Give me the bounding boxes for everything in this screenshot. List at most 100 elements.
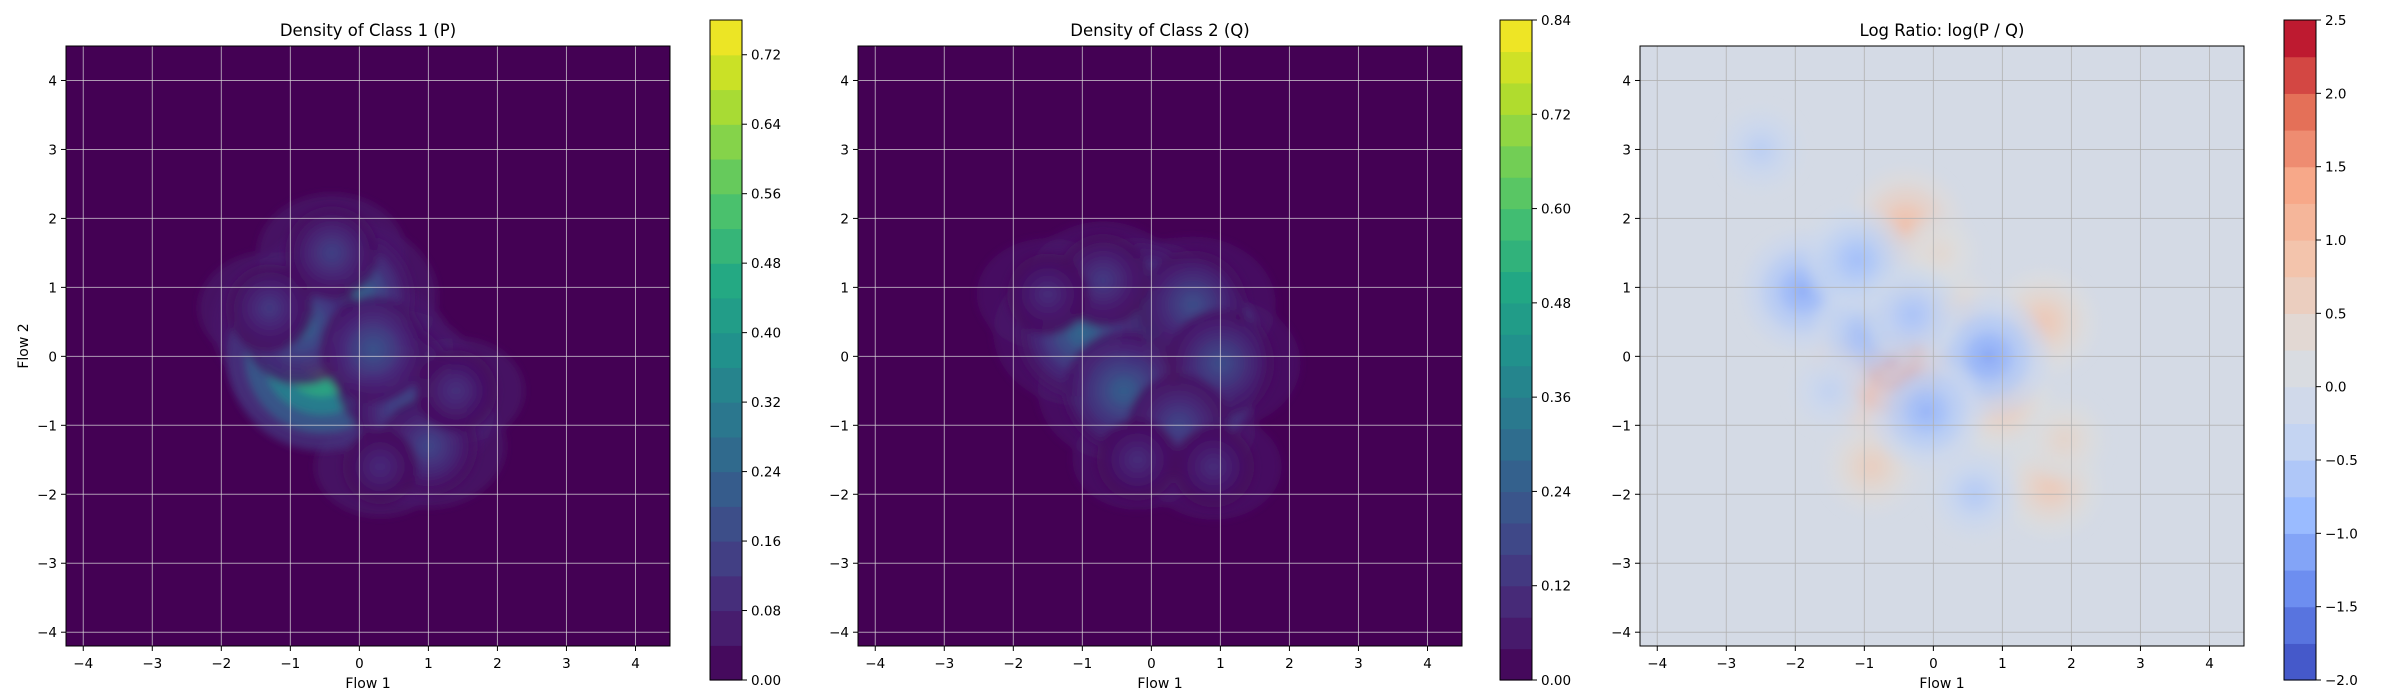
x-tick-label: 3: [1354, 656, 1363, 672]
x-tick-label: −4: [73, 656, 93, 672]
x-tick-label: 2: [493, 656, 502, 672]
y-tick-label: −2: [1611, 487, 1631, 503]
colorbar-level: [2284, 643, 2316, 681]
log-ratio-blob: [1871, 356, 1982, 467]
y-tick-label: 0: [840, 349, 849, 365]
colorbar-level: [2284, 496, 2316, 534]
colorbar-tick-label: 0.5: [2325, 306, 2346, 322]
chart-title: Density of Class 1 (P): [280, 21, 456, 40]
colorbar-tick-label: 0.48: [1541, 296, 1571, 312]
y-tick-label: −2: [37, 487, 57, 503]
colorbar-tick-label: 0.60: [1541, 202, 1571, 218]
log-ratio-blob: [2023, 398, 2106, 480]
density-peak: [1006, 253, 1089, 336]
x-axis-label: Flow 1: [1137, 676, 1182, 692]
y-tick-label: −3: [1611, 556, 1631, 572]
colorbar-level: [710, 228, 742, 264]
plot-frame: [1639, 45, 2245, 647]
colorbar-level: [1500, 82, 1532, 115]
x-tick-label: 3: [562, 656, 571, 672]
x-tick-label: 1: [424, 656, 433, 672]
x-tick-label: 4: [631, 656, 640, 672]
colorbar-tick-label: 0.32: [751, 395, 781, 411]
colorbar-level: [1500, 428, 1532, 461]
y-tick-label: 0: [48, 349, 57, 365]
colorbar-level: [710, 89, 742, 125]
y-tick-label: 1: [840, 280, 849, 296]
x-tick-label: 4: [2205, 656, 2214, 672]
density-peak: [415, 349, 497, 432]
colorbar-tick-label: 0.40: [751, 326, 781, 342]
colorbar-tick-label: 0.16: [751, 534, 781, 550]
colorbar-level: [1500, 334, 1532, 367]
colorbar-level: [2284, 276, 2316, 314]
colorbar-level: [1500, 491, 1532, 524]
colorbar-tick-label: 0.08: [751, 604, 781, 620]
colorbar-level: [710, 506, 742, 542]
colorbar-level: [1500, 585, 1532, 618]
colorbar-level: [710, 193, 742, 230]
plot-frame: [65, 45, 671, 647]
colorbar-level: [2284, 350, 2316, 388]
colorbar-level: [710, 402, 742, 438]
chart-title: Density of Class 2 (Q): [1070, 21, 1249, 40]
colorbar-level: [710, 610, 742, 646]
colorbar-level: [2284, 570, 2316, 608]
x-tick-label: −3: [142, 656, 162, 672]
colorbar-level: [1500, 554, 1532, 587]
y-tick-label: −2: [829, 487, 849, 503]
colorbar: −2.0 −1.5 −1.0 −0.5 0.0 0.5 1.0 1.5 2.0 2.5: [2283, 13, 2358, 689]
colorbar-tick-label: 0.0: [2325, 380, 2346, 396]
colorbar-tick-label: 0.56: [751, 187, 781, 203]
colorbar-level: [710, 575, 742, 612]
x-tick-label: 0: [355, 656, 364, 672]
colorbar-tick-label: −1.5: [2325, 600, 2358, 616]
colorbar-tick-label: 0.72: [1541, 107, 1571, 123]
colorbar-level: [1500, 365, 1532, 398]
colorbar: 0.00 0.12 0.24 0.36 0.48 0.60 0.72 0.84: [1499, 13, 1571, 689]
x-tick-label: −4: [865, 656, 885, 672]
x-tick-label: 4: [1423, 656, 1432, 672]
colorbar-tick-label: 2.0: [2325, 86, 2346, 102]
colorbar-level: [710, 541, 742, 577]
x-tick-label: 1: [1998, 656, 2007, 672]
x-tick-label: −4: [1647, 656, 1667, 672]
colorbar-level: [710, 332, 742, 368]
y-tick-label: 4: [1622, 73, 1631, 89]
colorbar-level: [1500, 460, 1532, 493]
colorbar-level: [710, 124, 742, 160]
colorbar-level: [1500, 617, 1532, 650]
x-tick-label: −1: [280, 656, 300, 672]
x-tick-label: −1: [1854, 656, 1874, 672]
colorbar-level: [2284, 386, 2316, 424]
x-tick-label: 3: [2136, 656, 2145, 672]
colorbar-tick-label: 0.72: [751, 48, 781, 64]
density-peak: [1096, 418, 1179, 501]
x-tick-label: −2: [1785, 656, 1805, 672]
colorbar-level: [1500, 302, 1532, 335]
colorbar-frame: [1499, 19, 1533, 681]
colorbar-level: [710, 436, 742, 473]
colorbar-frame: [2283, 19, 2317, 681]
colorbar-level: [2284, 240, 2316, 278]
density-peak: [1172, 425, 1255, 508]
colorbar-level: [1500, 208, 1532, 241]
colorbar-level: [1500, 114, 1532, 147]
y-tick-label: −1: [829, 418, 849, 434]
y-tick-label: 0: [1622, 349, 1631, 365]
colorbar-tick-label: 0.12: [1541, 579, 1571, 595]
y-tick-label: 2: [48, 211, 57, 227]
panel-log-ratio: Log Ratio: log(P / Q) Flow 1 −4 −3 −2 −1 0 1 2…: [1611, 13, 2358, 692]
y-tick-label: 4: [48, 73, 57, 89]
y-tick-label: 3: [48, 142, 57, 158]
x-axis-label: Flow 1: [345, 676, 390, 692]
colorbar-level: [710, 471, 742, 507]
chart-title: Log Ratio: log(P / Q): [1860, 21, 2025, 40]
x-tick-label: −3: [934, 656, 954, 672]
y-tick-label: 2: [1622, 211, 1631, 227]
y-tick-label: −1: [1611, 418, 1631, 434]
colorbar-level: [1500, 20, 1532, 53]
colorbar-tick-label: 0.48: [751, 256, 781, 272]
log-ratio-blob: [1863, 266, 1962, 364]
colorbar-level: [2284, 166, 2316, 204]
